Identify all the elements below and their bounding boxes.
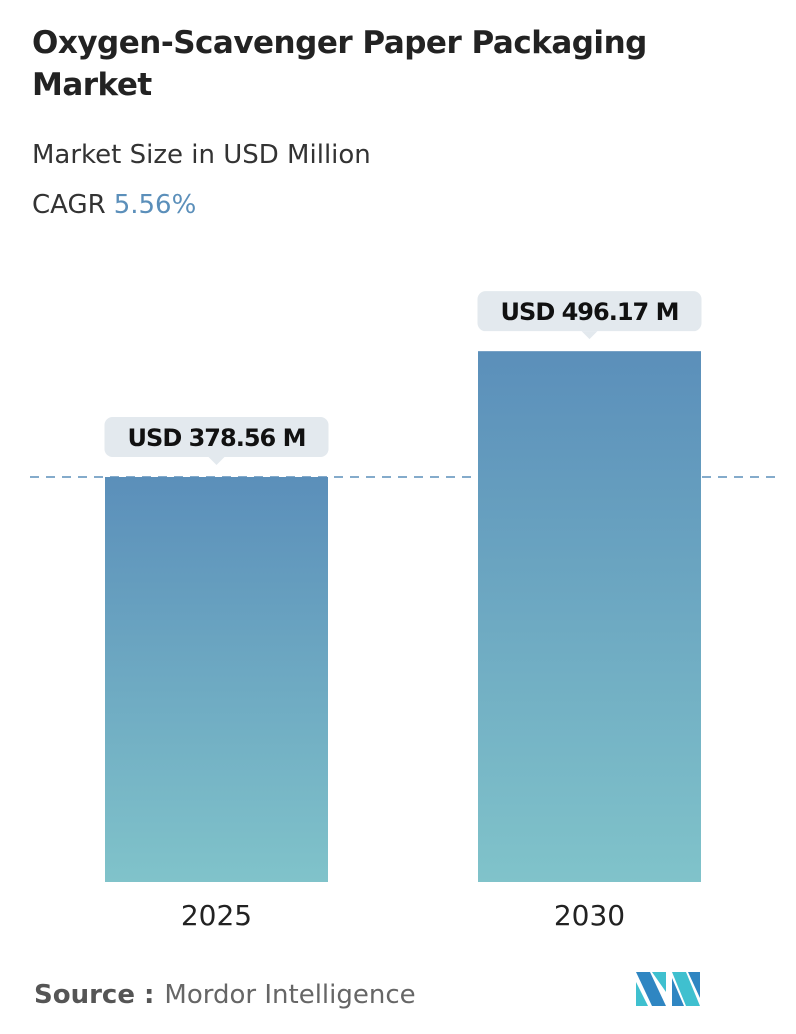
- cagr-value: 5.56%: [113, 190, 197, 220]
- cagr-label: CAGR: [32, 190, 106, 220]
- data-label-bg-2030: [477, 291, 702, 332]
- mordor-logo-icon: [636, 972, 700, 1006]
- data-label-pointer-2030: [581, 331, 598, 340]
- cagr: CAGR 5.56%: [32, 190, 196, 220]
- source: Source : Mordor Intelligence: [34, 980, 416, 1010]
- bar-2025: [105, 477, 328, 882]
- source-label: Source :: [34, 980, 155, 1010]
- data-label-bg-2025: [104, 417, 329, 457]
- chart-subtitle: Market Size in USD Million: [32, 140, 371, 170]
- data-label-2025: USD 378.56 M: [128, 424, 306, 452]
- data-label-pointer-2025: [208, 457, 225, 465]
- x-tick-label-2025: 2025: [181, 899, 252, 932]
- x-tick-label-2030: 2030: [554, 899, 625, 932]
- bar-2030: [478, 351, 701, 883]
- data-label-2030: USD 496.17 M: [501, 298, 679, 326]
- chart-title: Oxygen-Scavenger Paper Packaging Market: [32, 25, 647, 103]
- source-value: Mordor Intelligence: [164, 980, 416, 1010]
